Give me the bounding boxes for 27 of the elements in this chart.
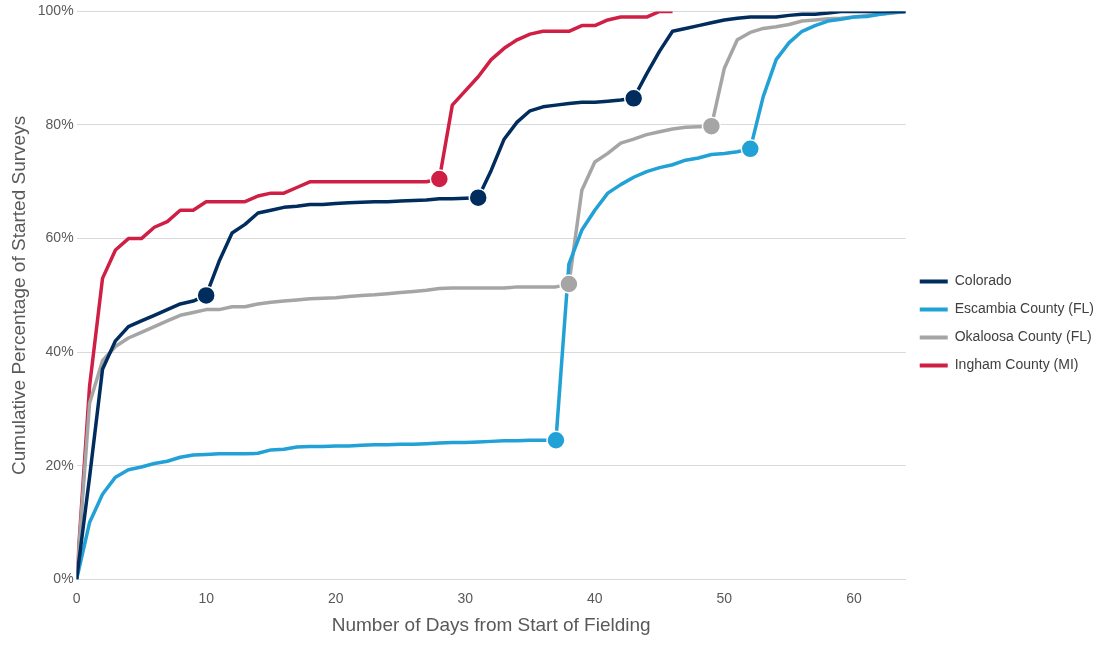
y-tick-label: 60%	[45, 229, 74, 246]
x-tick-label: 40	[587, 589, 603, 606]
y-axis-title: Cumulative Percentage of Started Surveys	[7, 115, 29, 475]
point	[468, 187, 488, 208]
point	[429, 169, 450, 189]
x-axis-title: Number of Days from Start of Fielding	[331, 613, 651, 635]
y-tick-label: 20%	[45, 456, 74, 473]
legend-label: Colorado	[954, 272, 1012, 289]
point	[559, 274, 579, 294]
y-tick-label: 100%	[37, 2, 74, 19]
point	[623, 88, 644, 109]
legend-label: Escambia County (FL)	[954, 300, 1095, 317]
point	[196, 285, 216, 306]
legend-label: Ingham County (MI)	[954, 356, 1079, 373]
y-tick-label: 0%	[53, 570, 74, 587]
y-tick-label: 80%	[45, 115, 74, 132]
point	[701, 116, 722, 136]
point	[740, 139, 761, 159]
x-tick-label: 0	[72, 589, 81, 606]
x-tick-label: 10	[198, 589, 215, 606]
legend-label: Okaloosa County (FL)	[954, 328, 1092, 345]
y-tick-label: 40%	[45, 343, 74, 360]
x-tick-label: 30	[457, 589, 474, 606]
x-tick-label: 50	[716, 589, 733, 606]
point	[546, 430, 566, 450]
x-tick-label: 60	[846, 589, 862, 606]
x-tick-label: 20	[327, 589, 344, 606]
